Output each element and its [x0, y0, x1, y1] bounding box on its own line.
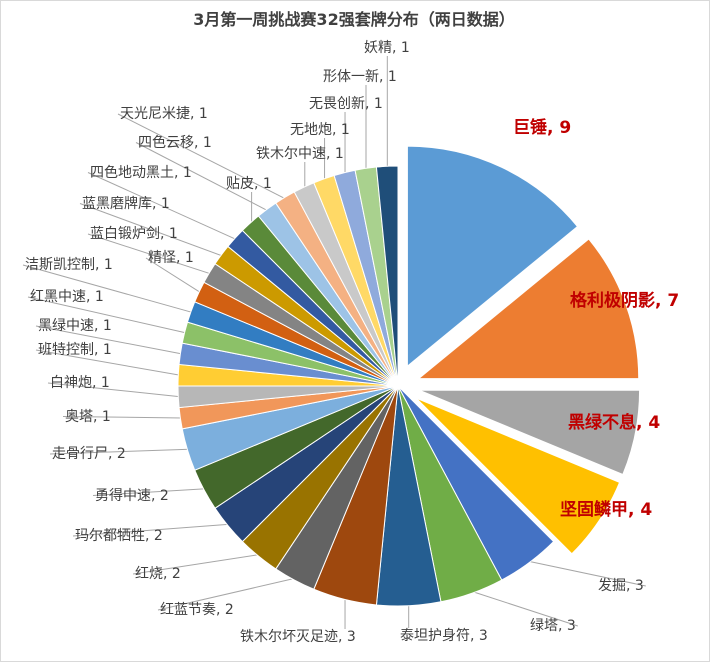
leader-line-13	[49, 448, 190, 455]
leader-line-10	[132, 554, 260, 575]
slice-label-4: 坚固鳞甲, 4	[560, 499, 652, 520]
slice-label-17: 黑绿中速, 1	[38, 318, 112, 334]
leader-line-18	[27, 296, 187, 334]
leader-line-23	[87, 172, 237, 241]
slice-label-28: 无地炮, 1	[290, 122, 350, 138]
slice-label-18: 红黑中速, 1	[30, 289, 104, 305]
leader-line-22	[79, 203, 224, 257]
slice-label-12: 勇得中速, 2	[95, 487, 169, 504]
leader-line-6	[471, 590, 578, 627]
slice-label-6: 绿塔, 3	[530, 618, 576, 634]
pie-slice-2	[417, 238, 640, 380]
slice-label-29: 无畏创新, 1	[309, 96, 383, 112]
slice-label-27: 铁木尔中速, 1	[256, 146, 344, 162]
pie-slice-1	[406, 145, 579, 368]
leader-line-11	[72, 523, 230, 537]
slice-label-26: 天光尼米捷, 1	[120, 106, 208, 122]
pie-slice-31	[375, 165, 399, 387]
slice-label-15: 白神炮, 1	[50, 375, 110, 391]
leader-line-20	[145, 257, 202, 294]
slice-label-11: 玛尔都牺牲, 2	[75, 528, 163, 544]
leader-line-26	[117, 113, 287, 200]
leader-line-21	[87, 233, 212, 275]
slice-label-25: 四色云移, 1	[138, 134, 212, 151]
slice-label-23: 四色地动黑土, 1	[90, 164, 192, 181]
leader-line-17	[35, 325, 183, 355]
slice-label-5: 发掘, 3	[598, 578, 644, 594]
pie-slice-4	[415, 397, 621, 555]
slice-label-3: 黑绿不息, 4	[568, 412, 660, 433]
slice-label-13: 走骨行尸, 2	[52, 446, 126, 462]
leader-line-9	[157, 577, 296, 611]
leader-line-19	[22, 264, 193, 314]
slice-label-9: 红蓝节奏, 2	[160, 602, 234, 618]
leader-line-16	[35, 349, 181, 376]
slice-label-10: 红烧, 2	[135, 566, 181, 582]
leader-line-15	[47, 382, 181, 398]
slice-label-31: 妖精, 1	[364, 40, 410, 56]
slice-label-2: 格利极阴影, 7	[570, 290, 679, 311]
slice-label-16: 班特控制, 1	[38, 342, 112, 358]
slice-label-14: 奥塔, 1	[65, 408, 111, 425]
leader-line-12	[92, 488, 206, 496]
slice-label-30: 形体一新, 1	[323, 69, 397, 85]
pie-slice-3	[419, 389, 641, 476]
leader-line-14	[62, 416, 183, 419]
slice-label-24: 贴皮, 1	[226, 176, 272, 192]
slice-label-8: 铁木尔坏灭足迹, 3	[240, 629, 356, 645]
slice-label-21: 蓝白锻炉剑, 1	[90, 226, 178, 242]
leader-line-25	[135, 142, 269, 212]
slice-label-7: 泰坦护身符, 3	[400, 628, 488, 644]
chart-title: 3月第一周挑战赛32强套牌分布（两日数据）	[193, 10, 515, 29]
slice-label-20: 精怪, 1	[148, 250, 194, 266]
slice-label-19: 洁斯凯控制, 1	[25, 257, 113, 273]
slice-label-22: 蓝黑磨牌库, 1	[82, 195, 170, 212]
leader-line-5	[527, 560, 646, 587]
slice-label-1: 巨锤, 9	[513, 117, 571, 138]
